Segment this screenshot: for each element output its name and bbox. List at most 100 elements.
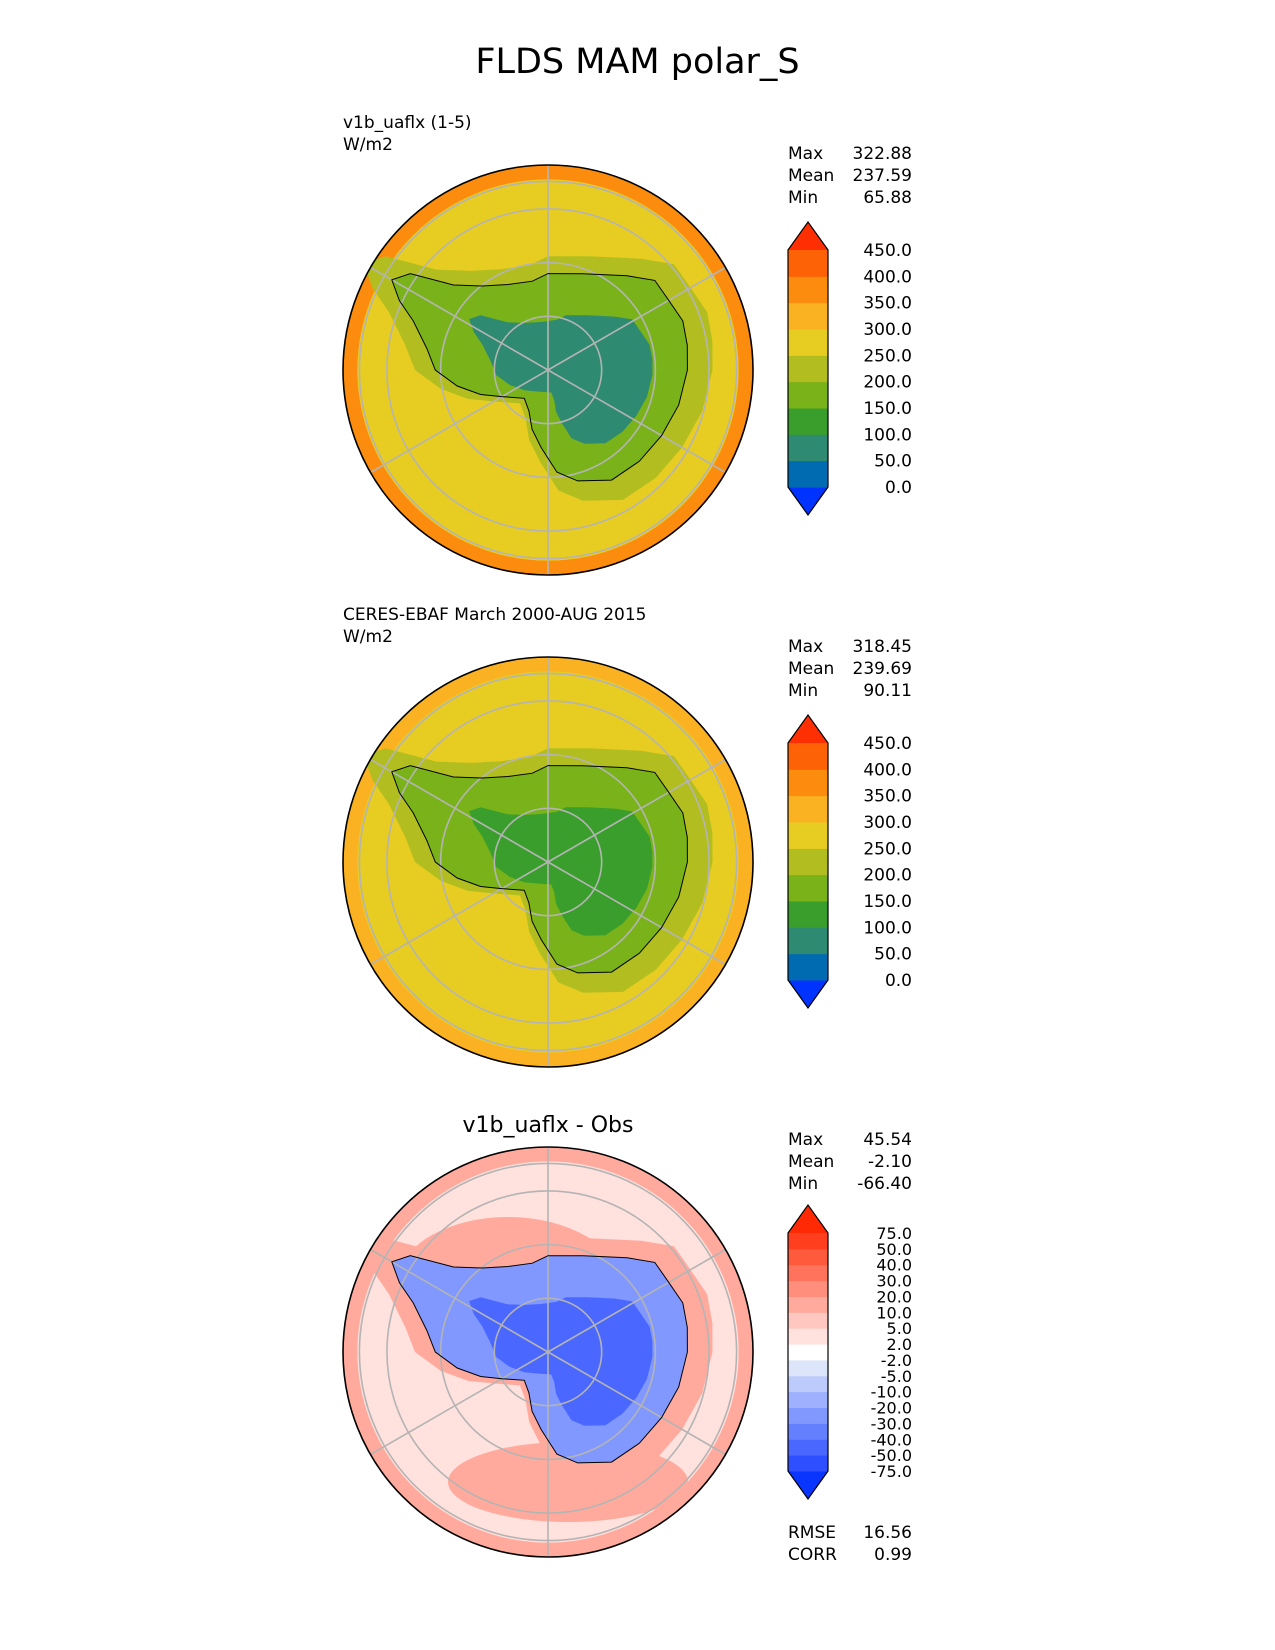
colorbar-tick-label: 50.0 xyxy=(874,452,912,472)
colorbar-tick-label: 250.0 xyxy=(863,346,912,366)
colorbar: 0.0 50.0 100.0 150.0 200.0 250.0 300.0 350.0 400… xyxy=(787,713,912,1010)
colorbar-segment xyxy=(788,1455,828,1472)
meridian-line xyxy=(370,861,549,966)
colorbar-tick-label: -50.0 xyxy=(871,1446,912,1465)
colorbar-segment xyxy=(788,250,828,277)
colorbar-tick-label: 0.0 xyxy=(885,478,912,498)
colorbar-segment xyxy=(788,953,828,981)
colorbar-tick-label: 30.0 xyxy=(876,1272,912,1291)
meridian-line xyxy=(547,1351,726,1456)
colorbar-segment xyxy=(788,1312,828,1329)
colorbar-tick-label: 300.0 xyxy=(863,320,912,340)
colorbar-tick-label: 50.0 xyxy=(876,1240,912,1259)
colorbar-segment xyxy=(788,1280,828,1297)
colorbar-tick-label: 5.0 xyxy=(887,1319,912,1338)
colorbar-tick-label: 0.0 xyxy=(885,971,912,991)
colorbar-tick-label: 300.0 xyxy=(863,813,912,833)
colorbar-segment xyxy=(788,795,828,823)
colorbar-segment xyxy=(788,276,828,304)
colorbar-segment xyxy=(788,460,828,488)
colorbar-segment xyxy=(788,874,828,902)
colorbar-segment xyxy=(788,769,828,797)
colorbar-extend-min xyxy=(788,980,828,1008)
colorbar-tick-label: -20.0 xyxy=(871,1399,912,1418)
polar-map-1: 0.0 50.0 100.0 150.0 200.0 250.0 300.0 350.0 400… xyxy=(342,164,912,576)
map-border xyxy=(342,1146,754,1558)
colorbar-tick-label: 50.0 xyxy=(874,945,912,965)
polar-map-2: 0.0 50.0 100.0 150.0 200.0 250.0 300.0 350.0 400… xyxy=(342,656,912,1068)
colorbar-segment xyxy=(788,1359,828,1377)
meridian-line xyxy=(370,1248,549,1353)
colorbar-outline xyxy=(787,220,829,517)
colorbar-segment xyxy=(788,1264,828,1282)
meridian-line xyxy=(370,266,549,371)
colorbar-tick-label: 100.0 xyxy=(863,918,912,938)
map-border xyxy=(342,656,754,1068)
colorbar-tick-label: 200.0 xyxy=(863,866,912,886)
colorbar-segment xyxy=(788,1391,828,1409)
plateau-field xyxy=(469,1297,653,1426)
colorbar-tick-label: -40.0 xyxy=(871,1430,912,1449)
map-border xyxy=(342,164,754,576)
colorbar-segment xyxy=(788,822,828,849)
colorbar-segment xyxy=(788,901,828,928)
colorbar-segment xyxy=(788,1344,828,1361)
figure-title: FLDS MAM polar_S xyxy=(475,42,800,82)
coastline xyxy=(391,765,688,974)
colorbar: -75.0-50.0-40.0-30.0-20.0-10.0-5.0-2.02.… xyxy=(787,1203,912,1501)
colorbar-segment xyxy=(788,408,828,435)
colorbar-segment xyxy=(788,1248,828,1266)
polar-map-3: -75.0-50.0-40.0-30.0-20.0-10.0-5.0-2.02.… xyxy=(342,1146,912,1558)
meridian-line xyxy=(370,1351,549,1456)
colorbar-segment xyxy=(788,1328,828,1345)
meridian-line xyxy=(547,861,726,966)
colorbar-segment xyxy=(788,434,828,462)
colorbar-segment xyxy=(788,381,828,409)
colorbar-tick-label: -10.0 xyxy=(871,1383,912,1402)
coastline xyxy=(391,1255,688,1464)
colorbar-tick-label: 350.0 xyxy=(863,787,912,807)
colorbar-extend-min xyxy=(788,487,828,515)
colorbar-tick-label: 250.0 xyxy=(863,839,912,859)
colorbar-tick-label: 100.0 xyxy=(863,425,912,445)
colorbar-tick-label: 2.0 xyxy=(887,1335,912,1354)
colorbar-tick-label: -75.0 xyxy=(871,1462,912,1481)
colorbar-extend-min xyxy=(788,1471,828,1499)
colorbar-tick-label: 450.0 xyxy=(863,241,912,261)
colorbar-tick-label: 350.0 xyxy=(863,294,912,314)
colorbar-tick-label: 150.0 xyxy=(863,892,912,912)
meridian-line xyxy=(370,758,549,863)
colorbar-tick-label: -30.0 xyxy=(871,1414,912,1433)
colorbar-segment xyxy=(788,927,828,955)
plateau-field xyxy=(469,807,653,936)
colorbar-outline xyxy=(787,713,829,1010)
colorbar-segment xyxy=(788,743,828,770)
colorbar-segment xyxy=(788,1423,828,1440)
coastline xyxy=(391,273,688,482)
colorbar-segment xyxy=(788,1233,828,1250)
field-layer xyxy=(343,1147,753,1557)
colorbar-segment xyxy=(788,355,828,383)
colorbar-segment xyxy=(788,1407,828,1424)
meridian-line xyxy=(547,1248,726,1353)
colorbar-tick-label: 40.0 xyxy=(876,1256,912,1275)
colorbar-outline xyxy=(787,1203,829,1501)
colorbar-extend-max xyxy=(788,222,828,250)
colorbar-segment xyxy=(788,329,828,356)
field-layer xyxy=(343,657,753,1067)
colorbar-tick-label: 10.0 xyxy=(876,1303,912,1322)
meridian-line xyxy=(370,369,549,474)
colorbar-segment xyxy=(788,302,828,330)
meridian-line xyxy=(547,266,726,371)
colorbar-tick-label: 20.0 xyxy=(876,1287,912,1306)
colorbar-tick-label: 450.0 xyxy=(863,734,912,754)
colorbar-extend-max xyxy=(788,715,828,743)
field-layer xyxy=(343,165,753,575)
colorbar-tick-label: 400.0 xyxy=(863,760,912,780)
meridian-line xyxy=(547,369,726,474)
plateau-field xyxy=(469,315,653,444)
colorbar-segment xyxy=(788,1439,828,1456)
colorbar-tick-label: 150.0 xyxy=(863,399,912,419)
colorbar-tick-label: 200.0 xyxy=(863,373,912,393)
